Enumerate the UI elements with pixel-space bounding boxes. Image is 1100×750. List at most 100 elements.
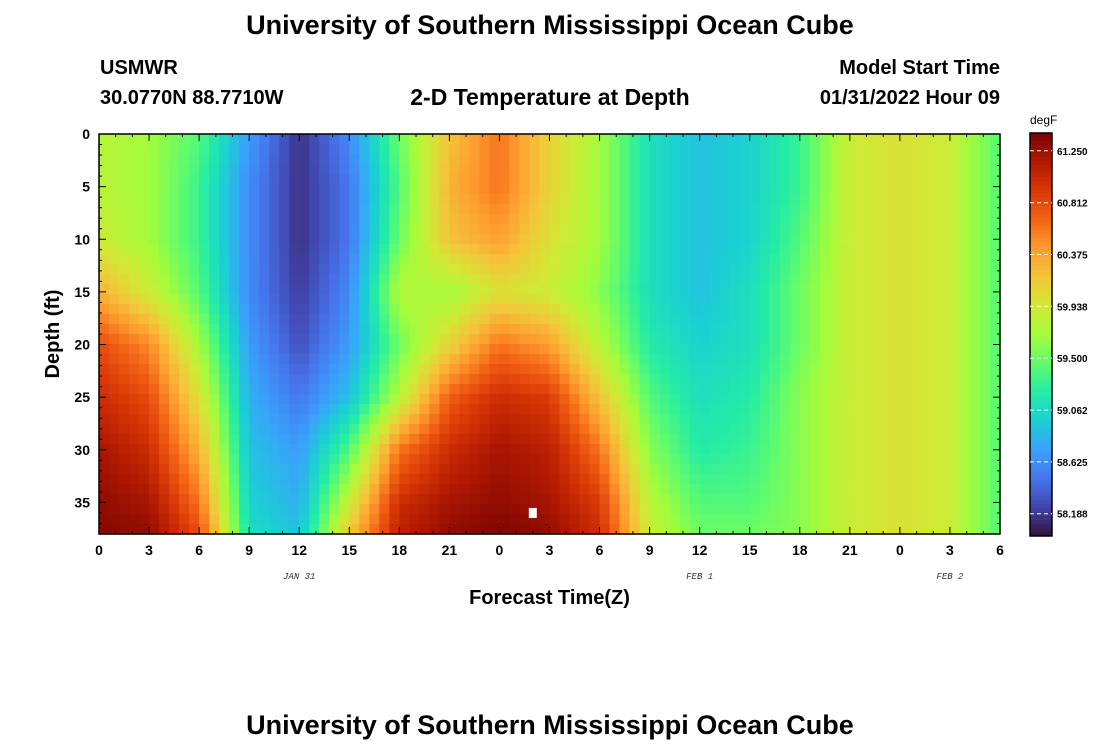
heatmap-cell — [699, 174, 711, 185]
heatmap-cell — [159, 154, 170, 165]
heatmap-cell — [449, 384, 460, 395]
heatmap-cell — [169, 194, 180, 205]
heatmap-cell — [599, 474, 611, 485]
heatmap-cell — [349, 214, 360, 225]
heatmap-cell — [519, 474, 531, 485]
heatmap-cell — [919, 444, 931, 455]
heatmap-cell — [719, 334, 731, 345]
heatmap-cell — [289, 304, 300, 315]
heatmap-cell — [199, 504, 210, 515]
heatmap-cell — [759, 164, 771, 175]
heatmap-cell — [819, 204, 831, 215]
heatmap-cell — [889, 174, 901, 185]
heatmap-cell — [349, 364, 360, 375]
heatmap-cell — [179, 264, 190, 275]
heatmap-cell — [769, 234, 781, 245]
heatmap-cell — [699, 264, 711, 275]
heatmap-cell — [839, 374, 851, 385]
x-day-label: JAN 31 — [283, 572, 315, 582]
heatmap-cell — [609, 264, 621, 275]
heatmap-cell — [559, 514, 571, 525]
heatmap-cell — [369, 314, 380, 325]
heatmap-cell — [929, 234, 941, 245]
heatmap-cell — [549, 244, 561, 255]
heatmap-cell — [799, 294, 811, 305]
heatmap-cell — [139, 494, 150, 505]
heatmap-cell — [519, 234, 531, 245]
heatmap-cell — [659, 364, 671, 375]
heatmap-cell — [599, 444, 611, 455]
colorbar-step — [1030, 261, 1052, 267]
heatmap-cell — [799, 344, 811, 355]
heatmap-cell — [109, 444, 120, 455]
heatmap-cell — [689, 484, 701, 495]
heatmap-cell — [829, 154, 841, 165]
heatmap-cell — [659, 504, 671, 515]
heatmap-cell — [269, 394, 280, 405]
heatmap-cell — [199, 344, 210, 355]
heatmap-cell — [299, 484, 310, 495]
heatmap-cell — [739, 304, 751, 315]
heatmap-cell — [899, 354, 911, 365]
heatmap-cell — [519, 524, 531, 535]
heatmap-cell — [319, 184, 330, 195]
heatmap-cell — [529, 484, 541, 495]
heatmap-cell — [319, 394, 330, 405]
heatmap-cell — [659, 394, 671, 405]
heatmap-cell — [649, 144, 661, 155]
heatmap-cell — [329, 314, 340, 325]
heatmap-cell — [509, 254, 521, 265]
heatmap-cell — [489, 394, 501, 405]
heatmap-cell — [469, 404, 481, 415]
heatmap-cell — [959, 174, 971, 185]
heatmap-cell — [849, 304, 861, 315]
heatmap-cell — [389, 424, 400, 435]
heatmap-cell — [289, 254, 300, 265]
heatmap-cell — [129, 444, 140, 455]
heatmap-cell — [779, 214, 791, 225]
heatmap-cell — [159, 504, 170, 515]
heatmap-cell — [689, 264, 701, 275]
heatmap-cell — [549, 524, 561, 535]
heatmap-cell — [679, 294, 691, 305]
heatmap-cell — [799, 354, 811, 365]
heatmap-cell — [529, 374, 541, 385]
heatmap-cell — [679, 204, 691, 215]
heatmap-cell — [579, 444, 591, 455]
heatmap-cell — [969, 154, 981, 165]
heatmap-cell — [599, 224, 611, 235]
heatmap-cell — [489, 524, 501, 535]
heatmap-cell — [389, 364, 400, 375]
heatmap-cell — [309, 344, 320, 355]
heatmap-cell — [469, 494, 481, 505]
heatmap-cell — [669, 514, 681, 525]
heatmap-cell — [509, 404, 521, 415]
heatmap-cell — [309, 424, 320, 435]
heatmap-cell — [109, 334, 120, 345]
heatmap-cell — [859, 394, 871, 405]
heatmap-cell — [869, 164, 881, 175]
heatmap-cell — [499, 364, 511, 375]
heatmap-cell — [659, 494, 671, 505]
heatmap-cell — [529, 424, 541, 435]
heatmap-cell — [179, 304, 190, 315]
heatmap-cell — [179, 274, 190, 285]
heatmap-cell — [329, 444, 340, 455]
heatmap-cell — [539, 334, 551, 345]
heatmap-cell — [629, 454, 641, 465]
heatmap-cell — [329, 494, 340, 505]
heatmap-cell — [379, 274, 390, 285]
heatmap-cell — [619, 404, 631, 415]
heatmap-cell — [619, 264, 631, 275]
heatmap-cell — [829, 374, 841, 385]
heatmap-cell — [909, 364, 921, 375]
heatmap-cell — [779, 334, 791, 345]
heatmap-cell — [479, 474, 491, 485]
heatmap-cell — [409, 234, 420, 245]
heatmap-cell — [969, 464, 981, 475]
heatmap-cell — [479, 154, 491, 165]
colorbar-step — [1030, 286, 1052, 291]
heatmap-cell — [599, 514, 611, 525]
heatmap-cell — [919, 284, 931, 295]
